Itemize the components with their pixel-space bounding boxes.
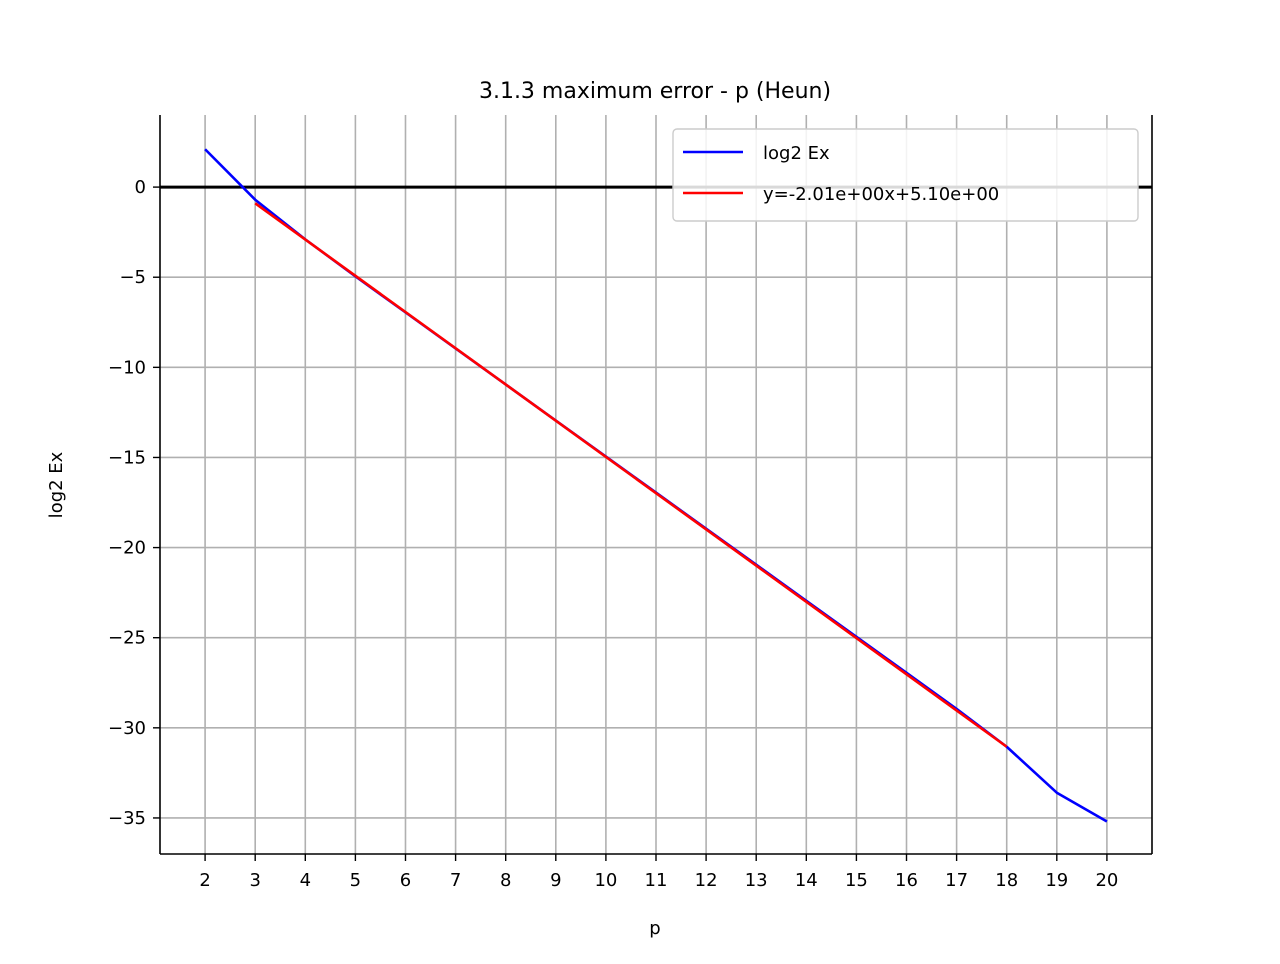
x-tick-label: 11 — [645, 870, 668, 891]
series-line-1 — [254, 202, 1008, 748]
legend-label-1: y=-2.01e+00x+5.10e+00 — [763, 184, 999, 205]
x-tick-label: 15 — [845, 870, 868, 891]
y-tick-label: −25 — [108, 628, 146, 649]
x-tick-label: 10 — [594, 870, 617, 891]
x-tick-label: 16 — [895, 870, 918, 891]
x-tick-label: 7 — [450, 870, 461, 891]
x-tick-label: 13 — [745, 870, 768, 891]
legend-label-0: log2 Ex — [763, 143, 830, 164]
y-axis-ticks: 0 −5 −10 −15 −20 −25 −30 −35 — [108, 177, 160, 829]
legend: log2 Ex y=-2.01e+00x+5.10e+00 — [672, 128, 1139, 222]
x-tick-label: 18 — [995, 870, 1018, 891]
x-tick-label: 4 — [300, 870, 311, 891]
x-tick-label: 2 — [199, 870, 210, 891]
x-tick-label: 6 — [400, 870, 411, 891]
x-axis-ticks: 2 3 4 5 6 7 8 9 10 11 12 13 14 15 16 17 18 19 20 — [199, 854, 1118, 891]
chart-title: 3.1.3 maximum error - p (Heun) — [479, 79, 831, 104]
y-tick-label: −5 — [119, 267, 146, 288]
x-tick-label: 5 — [350, 870, 361, 891]
x-tick-label: 17 — [945, 870, 968, 891]
x-tick-label: 8 — [500, 870, 511, 891]
y-tick-label: −15 — [108, 447, 146, 468]
x-tick-label: 14 — [795, 870, 818, 891]
y-tick-label: −10 — [108, 357, 146, 378]
y-tick-label: −30 — [108, 718, 146, 739]
series-layer — [204, 148, 1108, 823]
y-tick-label: −35 — [108, 808, 146, 829]
y-axis-label: log2 Ex — [46, 451, 67, 518]
x-tick-label: 12 — [695, 870, 718, 891]
grid — [160, 115, 1152, 854]
x-tick-label: 9 — [550, 870, 561, 891]
y-tick-label: 0 — [135, 177, 146, 198]
x-tick-label: 3 — [249, 870, 260, 891]
y-tick-label: −20 — [108, 538, 146, 559]
x-tick-label: 19 — [1045, 870, 1068, 891]
x-tick-label: 20 — [1095, 870, 1118, 891]
x-axis-label: p — [649, 918, 660, 939]
legend-box — [672, 128, 1139, 222]
